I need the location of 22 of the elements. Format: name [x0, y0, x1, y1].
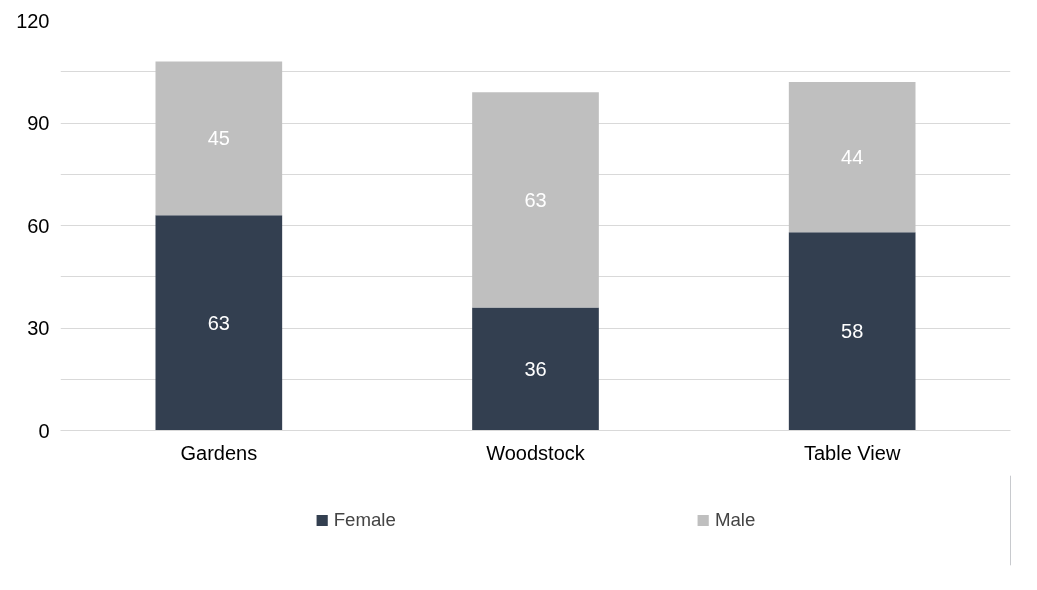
x-tick-label: Woodstock	[486, 441, 586, 464]
bar	[472, 92, 599, 308]
data-label: 63	[524, 188, 547, 211]
data-label: 45	[207, 127, 230, 150]
x-tick-label: Gardens	[180, 441, 258, 464]
y-tick-label: 120	[16, 9, 50, 32]
data-label: 36	[524, 358, 547, 380]
x-tick-label: Table View	[803, 441, 901, 464]
legend-label: Female	[333, 509, 396, 531]
data-label: 58	[841, 320, 864, 343]
data-label: 63	[207, 311, 230, 334]
y-tick-label: 60	[27, 214, 50, 237]
bar	[155, 61, 283, 216]
y-tick-label: 90	[27, 112, 50, 134]
y-tick-label: 0	[38, 419, 50, 442]
legend-label: Male	[714, 509, 756, 531]
bar	[788, 232, 916, 431]
bar	[788, 82, 916, 233]
bar	[472, 307, 599, 431]
data-label: 44	[841, 146, 864, 169]
y-tick-label: 30	[27, 317, 50, 339]
bar	[155, 215, 283, 431]
